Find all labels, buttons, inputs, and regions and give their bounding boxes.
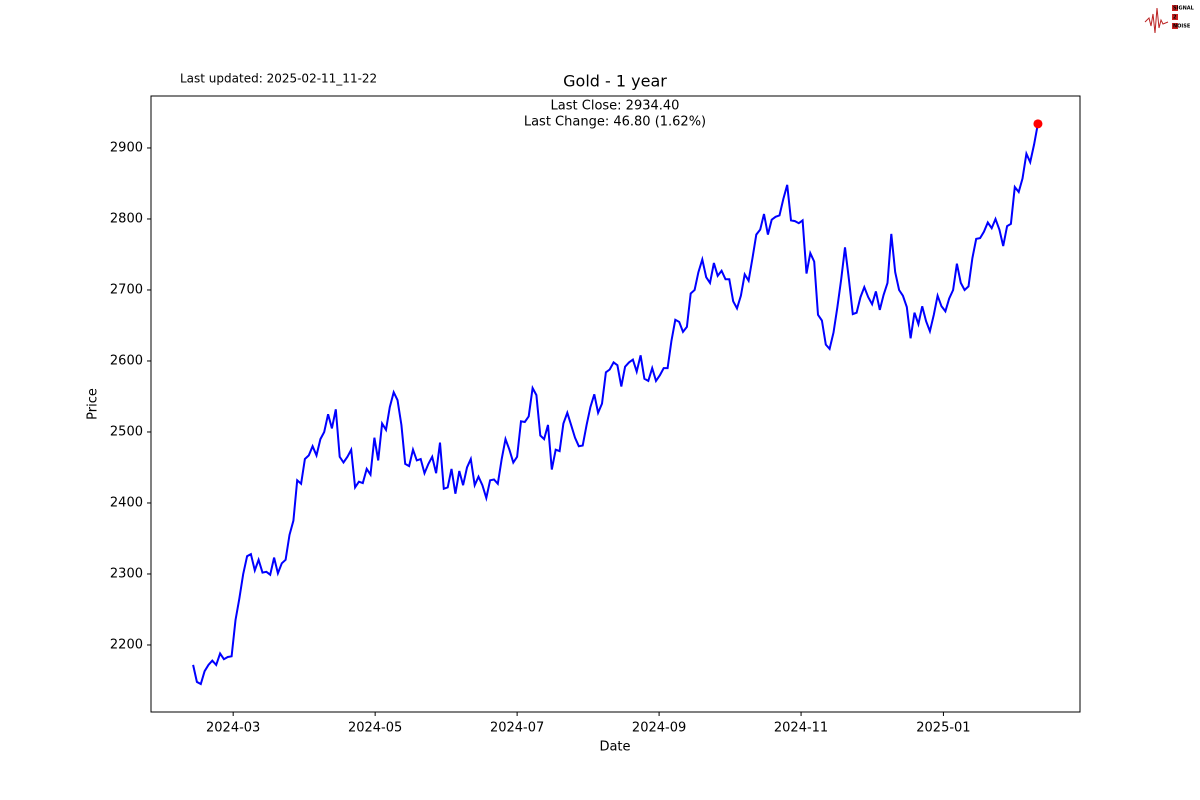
y-tick-label: 2400 <box>110 495 143 510</box>
logo-text: 2 <box>1173 15 1177 21</box>
y-axis-label: Price <box>86 388 101 420</box>
logo-text: NOISE <box>1173 24 1191 30</box>
y-tick-label: 2300 <box>110 566 143 581</box>
logo: SIGNAL 2 NOISE <box>1144 5 1195 34</box>
x-tick-label: 2025-01 <box>916 721 970 736</box>
last-point <box>1033 119 1043 129</box>
x-tick-label: 2024-07 <box>490 721 544 736</box>
logo-box <box>1172 5 1178 11</box>
y-tick-label: 2900 <box>110 140 143 155</box>
y-tick-label: 2600 <box>110 353 143 368</box>
x-tick-label: 2024-09 <box>632 721 686 736</box>
x-tick-label: 2024-03 <box>206 721 260 736</box>
logo-text: SIGNAL <box>1173 6 1195 12</box>
y-tick-label: 2700 <box>110 282 143 297</box>
chart-title: Gold - 1 year <box>563 72 667 91</box>
x-axis-label: Date <box>599 740 630 755</box>
annotation: Last Close: 2934.40 <box>551 99 680 114</box>
logo-box <box>1172 14 1178 20</box>
price-line <box>192 123 1039 686</box>
y-tick-label: 2800 <box>110 211 143 226</box>
x-tick-label: 2024-11 <box>774 721 828 736</box>
plot-frame <box>150 95 1081 713</box>
subtitle: Last updated: 2025-02-11_11-22 <box>180 72 377 86</box>
logo-box <box>1172 23 1178 29</box>
y-tick-label: 2200 <box>110 637 143 652</box>
logo-wave <box>1144 7 1169 34</box>
x-tick-label: 2024-05 <box>348 721 402 736</box>
annotation: Last Change: 46.80 (1.62%) <box>524 115 706 130</box>
y-tick-label: 2500 <box>110 424 143 439</box>
